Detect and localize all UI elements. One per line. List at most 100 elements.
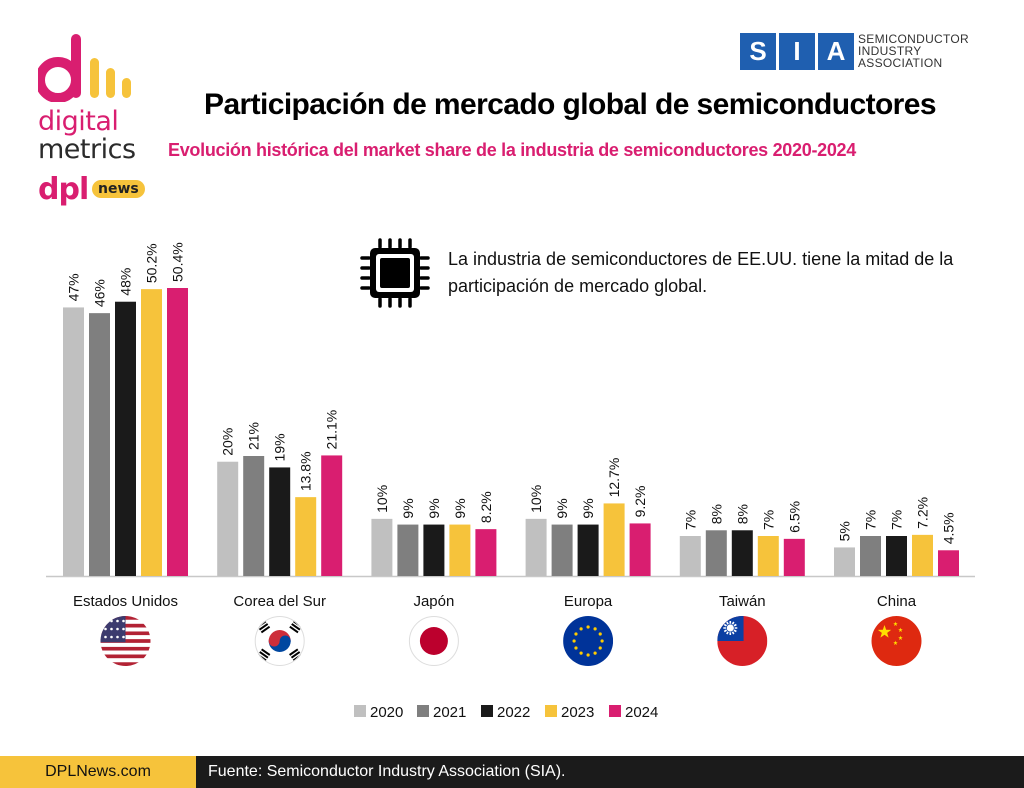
sia-line-semiconductor: SEMICONDUCTOR (858, 32, 970, 46)
chip-icon (360, 238, 430, 308)
dpl-logo-text: dpl (38, 172, 89, 207)
data-label-japon-2022: 9% (426, 498, 442, 518)
legend-swatch-2021 (417, 705, 429, 717)
bar-estados-unidos-2020 (63, 307, 84, 576)
legend-label-2021: 2021 (433, 704, 466, 721)
logo-digital-text: digital (38, 106, 119, 137)
data-label-china-2020: 5% (837, 521, 853, 541)
data-label-europa-2024: 9.2% (632, 486, 648, 518)
data-label-taiwan-2024: 6.5% (786, 501, 802, 533)
data-label-china-2022: 7% (889, 510, 905, 530)
annotation-text: La industria de semiconductores de EE.UU… (448, 249, 954, 296)
news-logo-pill: news (92, 180, 145, 198)
data-label-estados-unidos-2022: 48% (118, 268, 134, 296)
digital-metrics-logo: digital metrics dpl news (38, 32, 148, 212)
data-label-china-2024: 4.5% (941, 512, 957, 544)
bar-europa-2023 (603, 503, 625, 576)
bar-corea-del-sur-2024 (321, 455, 343, 576)
category-label-japon: Japón (413, 593, 454, 610)
sia-letter-i: I (779, 33, 815, 70)
bar-europa-2024 (629, 523, 651, 576)
legend-swatch-2024 (609, 705, 621, 717)
bar-japon-2021 (397, 524, 419, 576)
bar-corea-del-sur-2021 (243, 456, 265, 576)
data-label-taiwan-2022: 8% (734, 504, 750, 524)
data-label-estados-unidos-2023: 50.2% (144, 243, 160, 283)
south-korea-flag-icon (254, 616, 305, 666)
sia-letter-s: S (740, 33, 776, 70)
bar-corea-del-sur-2022 (269, 467, 291, 576)
category-label-china: China (877, 593, 917, 610)
logo-metrics-text: metrics (38, 134, 136, 165)
legend-label-2022: 2022 (497, 704, 530, 721)
legend-label-2020: 2020 (370, 704, 403, 721)
bar-china-2022 (886, 536, 907, 576)
data-label-corea-del-sur-2020: 20% (220, 428, 236, 456)
bar-taiwan-2022 (731, 530, 753, 576)
bar-china-2023 (912, 534, 933, 576)
bar-europa-2020 (525, 518, 547, 576)
data-label-japon-2023: 9% (452, 498, 468, 518)
data-label-europa-2021: 9% (554, 498, 570, 518)
data-label-taiwan-2020: 7% (682, 510, 698, 530)
data-label-europa-2023: 12.7% (606, 458, 622, 498)
data-label-corea-del-sur-2024: 21.1% (324, 410, 340, 450)
us-flag-icon (100, 616, 151, 666)
bar-china-2020 (834, 547, 855, 576)
bar-japon-2022 (423, 524, 445, 576)
footer-bar: DPLNews.com Fuente: Semiconductor Indust… (0, 756, 1024, 788)
market-share-chart: 47% 46% 48% 50.2% 50.4% Estados Unidos 20% 21% 1… (46, 242, 975, 721)
data-label-japon-2021: 9% (400, 498, 416, 518)
data-label-europa-2020: 10% (528, 485, 544, 513)
legend-label-2024: 2024 (625, 704, 658, 721)
sia-line-association: ASSOCIATION (858, 56, 943, 70)
bar-europa-2022 (577, 524, 599, 576)
data-label-corea-del-sur-2022: 19% (272, 433, 288, 461)
data-label-taiwan-2021: 8% (708, 504, 724, 524)
legend-label-2023: 2023 (561, 704, 594, 721)
data-label-corea-del-sur-2023: 13.8% (298, 451, 314, 491)
data-label-taiwan-2023: 7% (760, 510, 776, 530)
digital-metrics-logo-mark (38, 34, 131, 102)
data-label-estados-unidos-2021: 46% (92, 279, 108, 307)
data-label-corea-del-sur-2021: 21% (246, 422, 262, 450)
bar-corea-del-sur-2020 (217, 461, 239, 576)
eu-flag-icon (563, 616, 614, 666)
legend-swatch-2022 (481, 705, 493, 717)
data-label-europa-2022: 9% (580, 498, 596, 518)
bar-taiwan-2024 (783, 538, 805, 576)
china-flag-icon (871, 616, 922, 666)
bar-china-2021 (860, 536, 881, 576)
data-label-japon-2020: 10% (374, 485, 390, 513)
sia-logo: S I A SEMICONDUCTOR INDUSTRY ASSOCIATION (740, 33, 990, 73)
bar-estados-unidos-2024 (167, 288, 188, 576)
data-label-china-2021: 7% (863, 510, 879, 530)
bar-estados-unidos-2023 (141, 289, 162, 576)
bar-corea-del-sur-2023 (295, 497, 317, 576)
bar-china-2024 (938, 550, 959, 576)
data-label-japon-2024: 8.2% (478, 491, 494, 523)
sia-letter-a: A (818, 33, 854, 70)
japan-flag-icon (408, 616, 459, 666)
bar-japon-2023 (449, 524, 471, 576)
bar-estados-unidos-2021 (89, 313, 110, 576)
bar-japon-2020 (371, 518, 393, 576)
chart-subtitle: Evolución histórica del market share de … (168, 140, 856, 160)
dpl-news-logo: dpl news (38, 172, 148, 212)
data-label-estados-unidos-2020: 47% (66, 273, 82, 301)
data-label-estados-unidos-2024: 50.4% (170, 242, 186, 282)
bar-japon-2024 (475, 529, 497, 576)
sia-line-industry: INDUSTRY (858, 44, 922, 58)
taiwan-flag-icon (717, 616, 768, 666)
bar-taiwan-2020 (679, 536, 701, 576)
bar-europa-2021 (551, 524, 573, 576)
bar-taiwan-2021 (705, 530, 727, 576)
footer-site-link[interactable]: DPLNews.com (0, 756, 196, 788)
category-label-europa: Europa (564, 593, 613, 610)
category-label-estados-unidos: Estados Unidos (73, 593, 178, 610)
bar-taiwan-2023 (757, 536, 779, 576)
category-label-corea-del-sur: Corea del Sur (233, 593, 326, 610)
chart-title: Participación de mercado global de semic… (204, 88, 936, 121)
legend-swatch-2020 (354, 705, 366, 717)
category-label-taiwan: Taiwán (719, 593, 766, 610)
